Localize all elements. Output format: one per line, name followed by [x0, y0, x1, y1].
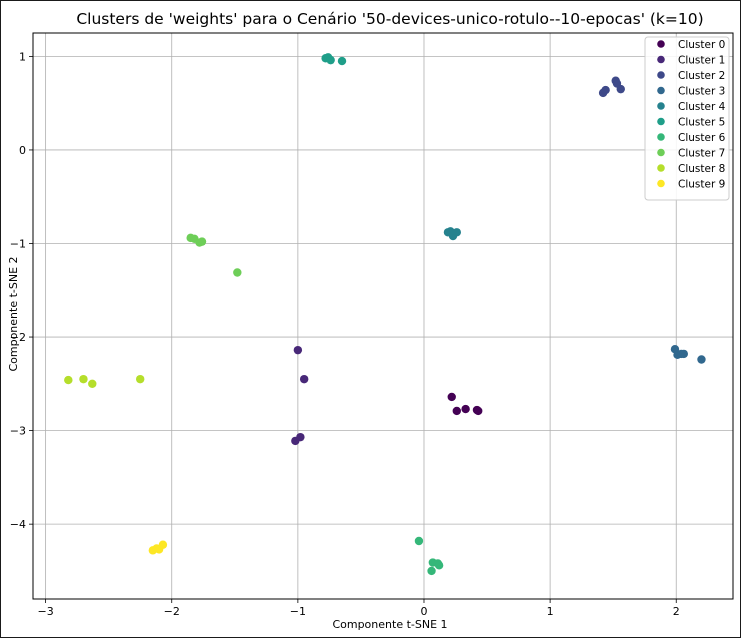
point-cluster-6 [427, 566, 436, 576]
point-cluster-6 [414, 536, 424, 546]
legend-label: Cluster 0 [678, 39, 725, 51]
point-cluster-1 [293, 345, 303, 355]
grid-lines [33, 33, 733, 599]
legend-marker [657, 133, 665, 141]
x-tick-label: 2 [673, 605, 680, 618]
x-tick-label: −2 [164, 605, 180, 618]
point-cluster-0 [474, 406, 483, 416]
y-tick-label: −3 [10, 425, 26, 438]
legend-label: Cluster 5 [678, 117, 725, 129]
point-cluster-3 [679, 349, 689, 359]
point-cluster-1 [299, 374, 309, 384]
y-tick-label: −2 [10, 331, 26, 344]
point-cluster-0 [447, 392, 456, 402]
x-axis-label: Componente t-SNE 1 [332, 618, 447, 631]
x-tick-label: 1 [547, 605, 554, 618]
legend-marker [657, 102, 665, 110]
legend-box [644, 36, 730, 201]
legend-label: Cluster 6 [678, 132, 726, 144]
point-cluster-8 [79, 374, 88, 384]
x-tick-label: 0 [420, 605, 427, 618]
point-cluster-7 [233, 268, 242, 277]
x-tick-label: −3 [38, 605, 54, 618]
point-cluster-2 [616, 84, 625, 94]
legend-marker [657, 164, 665, 172]
point-cluster-3 [697, 355, 706, 364]
point-cluster-1 [291, 436, 300, 446]
data-points [64, 53, 706, 576]
legend-label: Cluster 8 [678, 163, 725, 175]
legend-marker [657, 55, 665, 64]
legend-marker [657, 86, 665, 95]
point-cluster-2 [601, 85, 610, 95]
legend-marker [657, 40, 665, 48]
legend-label: Cluster 4 [678, 101, 726, 113]
point-cluster-8 [136, 374, 145, 384]
legend-label: Cluster 7 [678, 148, 725, 160]
x-tick-label: −1 [290, 605, 306, 618]
legend-marker [657, 148, 665, 157]
y-tick-label: 0 [19, 144, 26, 157]
y-tick-label: 1 [19, 50, 26, 63]
point-cluster-5 [326, 55, 335, 65]
y-tick-label: −1 [10, 237, 26, 250]
point-cluster-7 [197, 237, 207, 246]
legend-label: Cluster 3 [678, 86, 725, 98]
point-cluster-4 [452, 228, 461, 237]
y-axis-label: Componente t-SNE 2 [7, 256, 20, 371]
chart-title: Clusters de 'weights' para o Cenário '50… [76, 10, 703, 28]
point-cluster-9 [158, 540, 168, 549]
legend-marker [657, 179, 665, 188]
point-cluster-8 [64, 375, 73, 385]
y-tick-label: −4 [10, 518, 26, 531]
point-cluster-0 [452, 406, 461, 416]
y-axis-ticks: 1 0 −1 −2 −3 −4 [10, 50, 33, 531]
plot-area-border [32, 32, 734, 600]
legend-label: Cluster 2 [678, 70, 725, 82]
point-cluster-5 [337, 56, 347, 66]
x-axis-ticks: −3 −2 −1 0 1 2 [38, 599, 680, 618]
legend-label: Cluster 1 [678, 55, 725, 67]
legend-marker [657, 71, 665, 79]
legend-label: Cluster 9 [678, 179, 725, 191]
point-cluster-6 [434, 561, 444, 570]
legend-marker [657, 117, 665, 126]
point-cluster-0 [461, 404, 470, 414]
legend: Cluster 0 Cluster 1 Cluster 2 Cluster 3 Clus… [644, 36, 730, 201]
point-cluster-8 [88, 379, 97, 389]
